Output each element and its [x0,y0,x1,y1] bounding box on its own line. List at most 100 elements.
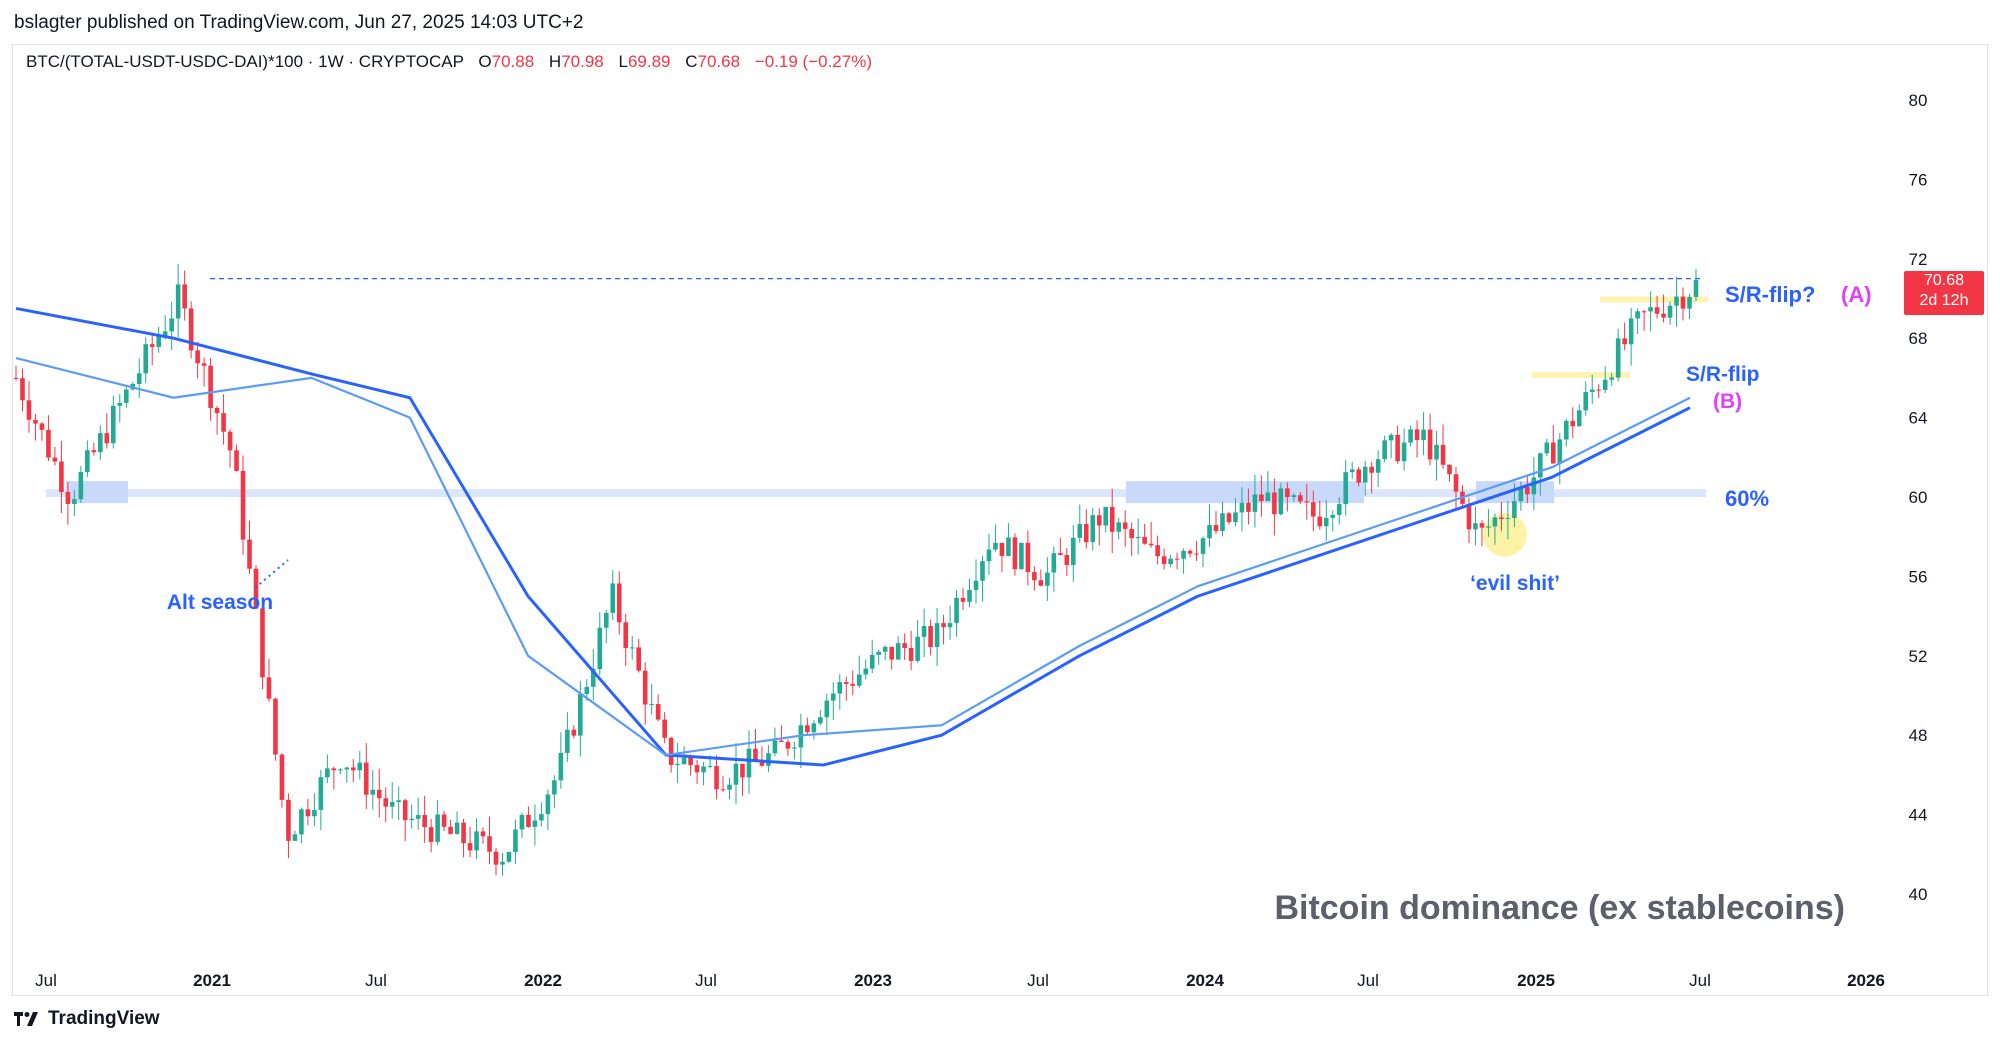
candle-body [519,814,525,830]
candle-body [1278,488,1284,515]
candle-body [1512,501,1517,518]
candle-body [1285,488,1290,498]
candle-body [448,826,453,834]
candle-body [655,704,661,720]
candle-body [843,682,849,684]
candle-body [1051,553,1057,573]
candle-body [863,668,869,675]
candle-body [1148,543,1154,546]
candle-body [1622,338,1627,345]
x-tick-label: Jul [1027,971,1049,990]
candle-body [1602,379,1608,390]
candle-body [487,836,492,852]
candle-body [993,542,998,550]
candle-body [20,378,25,401]
annotation-label: (B) [1713,390,1742,413]
candle-body [1369,466,1374,473]
candle-body [1220,513,1225,531]
candle-body [1486,526,1491,528]
candle-body [792,747,797,749]
candle-body [98,433,103,453]
x-tick-label: Jul [35,971,57,990]
candle-body [195,350,200,364]
candle-body [1142,536,1147,544]
candle-body [837,682,843,694]
candle-body [526,814,531,827]
x-tick-label: 2021 [193,971,231,990]
candle-body [1388,434,1394,441]
candle-body [1323,517,1329,527]
candle-body [1246,502,1251,512]
candle-body [1272,492,1277,515]
candle-body [720,789,726,791]
candle-body [1674,296,1679,306]
candle-body [727,784,732,790]
candle-body [1434,444,1439,460]
candle-body [824,700,830,718]
candle-body [1576,410,1582,427]
y-tick-label: 40 [1909,885,1928,904]
candle-body [707,765,713,767]
candle-body [506,852,512,862]
candle-body [273,698,278,755]
candle-body [1570,420,1576,427]
candle-body [1038,580,1044,586]
candle-body [590,669,596,687]
candle-body [915,636,920,661]
candle-body [1259,494,1264,502]
candle-body [805,725,810,733]
candle-body [292,834,298,841]
candle-body [558,752,564,781]
candle-body [383,798,389,807]
candle-body [1109,506,1115,532]
candle-body [552,780,557,795]
candle-body [1349,469,1355,473]
candle-body [1382,440,1387,460]
candle-body [435,814,440,842]
candle-body [1479,523,1485,528]
candle-body [681,757,687,765]
ma-dark-line [15,306,1691,767]
candle-body [1265,492,1271,502]
candle-body [260,608,265,678]
candle-body [188,308,194,351]
candle-body [208,365,213,408]
y-tick-label: 60 [1909,488,1928,507]
candle-body [1174,558,1180,560]
candle-body [370,789,376,795]
candle-body [545,794,551,815]
candle-body [882,646,888,652]
x-tick-label: Jul [1689,971,1711,990]
candle-body [415,814,421,819]
candle-body [850,683,856,686]
candle-body [402,800,408,821]
candle-body [565,729,570,753]
candle-body [376,789,382,799]
candle-body [876,651,882,655]
y-tick-label: 48 [1909,726,1928,745]
annotation-label: S/R-flip [1686,363,1760,386]
low-label: L [618,52,628,71]
candle-body [649,704,654,706]
candle-body [169,318,174,332]
candle-body [694,765,700,773]
candle-body [201,363,207,366]
candle-body [1641,311,1647,313]
candle-body [1395,434,1400,462]
candle-body [1628,318,1634,345]
candle-body [1032,572,1037,581]
candle-body [947,623,953,628]
symbol-name[interactable]: BTC/(TOTAL-USDT-USDC-DAI)*100 · 1W · CRY… [26,52,464,71]
candle-body [1453,474,1459,492]
candle-body [1375,459,1381,473]
candle-body [1635,311,1640,319]
publisher-line: bslagter published on TradingView.com, J… [14,12,584,33]
candle-body [1661,313,1666,318]
candle-body [623,622,629,649]
candle-body [454,822,460,834]
close-value: 70.68 [697,52,741,71]
footer-brand[interactable]: TradingView [14,1008,160,1030]
x-tick-label: 2024 [1186,971,1224,990]
flip-zone-b [1532,371,1630,378]
